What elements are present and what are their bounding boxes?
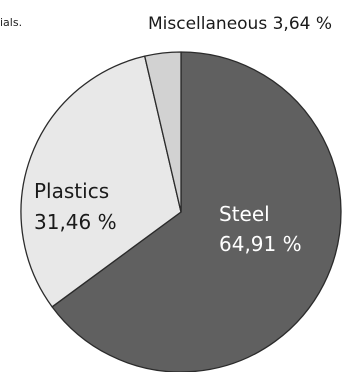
slice-name-miscellaneous: Miscellaneous — [148, 14, 267, 34]
slice-value-steel: 64,91 % — [219, 232, 302, 256]
slice-label-miscellaneous: Miscellaneous 3,64 % — [148, 14, 332, 34]
slice-value-miscellaneous: 3,64 % — [273, 14, 332, 34]
pie-slice-steel — [51, 51, 342, 372]
slice-name-plastics: Plastics — [34, 179, 109, 203]
slice-name-steel: Steel — [219, 202, 270, 226]
caption-fragment: ials. — [0, 16, 22, 29]
pie-slices — [20, 51, 342, 372]
pie-slice-miscellaneous — [144, 51, 182, 213]
slice-value-plastics: 31,46 % — [34, 210, 117, 234]
pie-slice-plastics — [20, 55, 182, 308]
